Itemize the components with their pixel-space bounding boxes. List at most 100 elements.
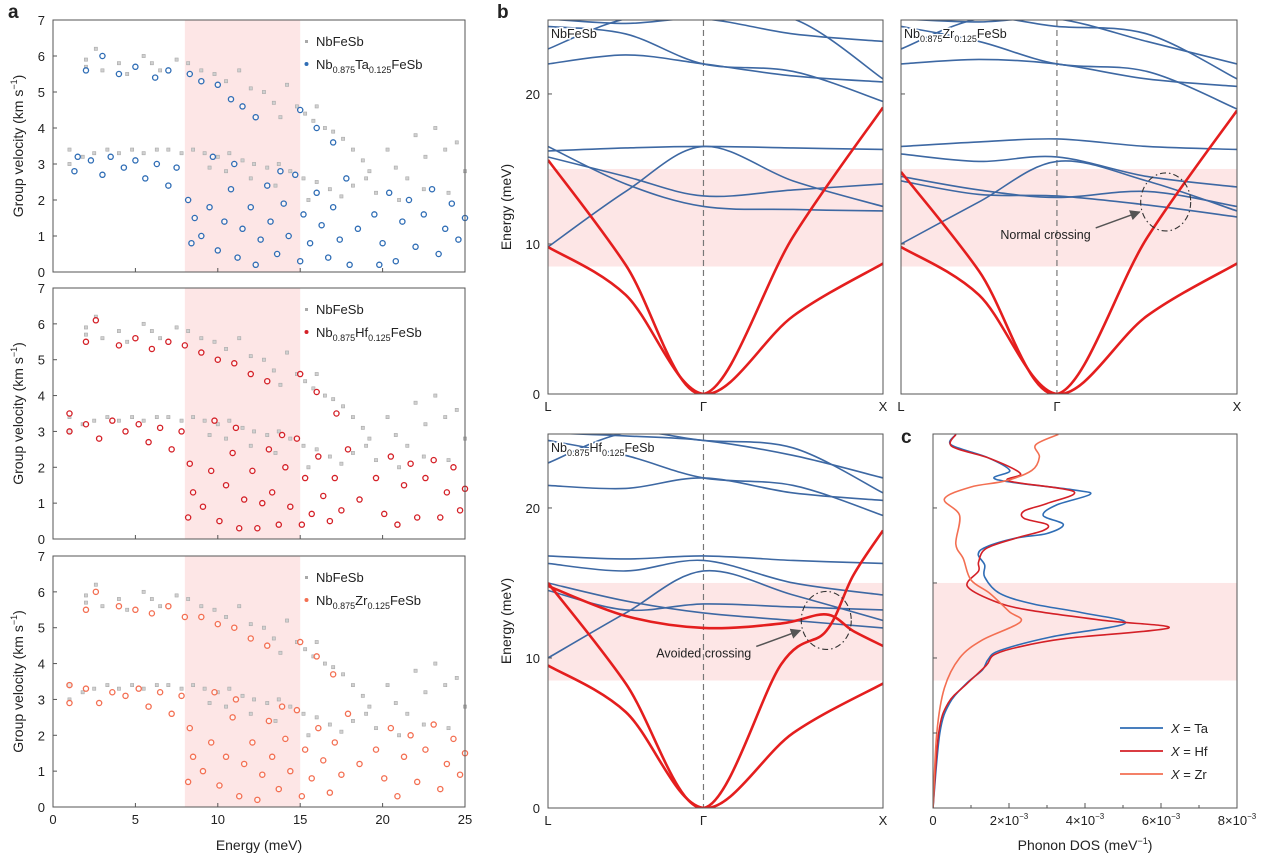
- scatter-point-nbfesb: [288, 436, 293, 441]
- x-tick-label: 20: [375, 812, 389, 827]
- y-axis-label: Group velocity (km s−1): [9, 610, 26, 753]
- scatter-point-nbfesb: [174, 57, 179, 62]
- scatter-point-nbfesb: [374, 726, 378, 731]
- scatter-point-zr: [66, 681, 73, 689]
- legend-label-nbfesb: NbFeSb: [316, 34, 364, 49]
- scatter-point-nbfesb: [397, 198, 401, 202]
- acoustic-band: [548, 664, 883, 808]
- scatter-point-nbfesb: [367, 169, 372, 174]
- scatter-point-zr: [263, 642, 271, 649]
- scatter-point-hf: [456, 507, 464, 514]
- scatter-point-ta: [324, 254, 332, 261]
- y-tick-label: 7: [38, 549, 45, 564]
- scatter-point-zr: [240, 760, 248, 768]
- scatter-point-ta: [206, 203, 213, 211]
- y-tick-label: 3: [38, 157, 45, 172]
- scatter-point-hf: [287, 503, 294, 510]
- scatter-point-nbfesb: [141, 686, 146, 691]
- y-axis-label-text: Group velocity (km s: [10, 357, 26, 485]
- scatter-point-ta: [252, 261, 259, 269]
- optical-band: [901, 153, 1237, 188]
- scatter-point-ta: [188, 239, 195, 247]
- x-tick-label: 15: [293, 812, 307, 827]
- scatter-point-ta: [87, 157, 95, 164]
- scatter-point-nbfesb: [393, 701, 398, 705]
- scatter-point-ta: [346, 261, 353, 269]
- scatter-point-nbfesb: [271, 100, 276, 105]
- legend-label-zr: X = Zr: [1170, 767, 1207, 782]
- scatter-point-zr: [156, 689, 164, 696]
- scatter-point-zr: [122, 692, 129, 700]
- x-axis-label: Phonon DOS (meV−1): [1018, 836, 1153, 853]
- scatter-point-nbfesb: [179, 686, 184, 691]
- y-tick-label: 7: [38, 13, 45, 28]
- scatter-point-zr: [338, 771, 345, 778]
- scatter-point-zr: [229, 714, 236, 721]
- scatter-point-zr: [198, 613, 205, 621]
- optical-band: [548, 589, 883, 612]
- scatter-point-nbfesb: [179, 418, 184, 423]
- scatter-point-hf: [165, 338, 172, 346]
- x-tick-label: 5: [132, 812, 139, 827]
- scatter-point-nbfesb: [84, 332, 88, 337]
- formula-part: Nb: [316, 593, 333, 608]
- scatter-point-hf: [95, 435, 103, 442]
- shaded-energy-range: [901, 168, 1237, 267]
- scatter-point-hf: [109, 417, 116, 424]
- scatter-point-nbfesb: [199, 336, 204, 341]
- scatter-point-nbfesb: [351, 147, 355, 152]
- y-tick-label: 0: [533, 387, 540, 402]
- scatter-point-hf: [186, 460, 194, 467]
- optical-band: [906, 20, 1237, 65]
- scatter-point-nbfesb: [262, 625, 266, 630]
- scatter-point-nbfesb: [224, 704, 228, 709]
- legend-element: = Hf: [1180, 744, 1208, 759]
- scatter-point-nbfesb: [405, 711, 410, 716]
- scatter-point-nbfesb: [262, 90, 266, 94]
- legend-label-hf: Nb0.875Hf0.125FeSb: [316, 325, 422, 343]
- scatter-point-nbfesb: [262, 357, 266, 362]
- tick-exponent: −3: [1019, 812, 1029, 821]
- scatter-point-nbfesb: [360, 158, 365, 163]
- scatter-point-zr: [168, 710, 175, 718]
- scatter-point-nbfesb: [306, 733, 311, 738]
- scatter-point-nbfesb: [125, 339, 130, 344]
- dos-curve-zr: [933, 434, 1059, 808]
- legend-marker-hf: [304, 330, 309, 334]
- scatter-point-zr: [181, 613, 189, 621]
- tick-exponent: −3: [1171, 812, 1181, 821]
- y-tick-label: 1: [38, 764, 45, 779]
- scatter-point-hf: [66, 410, 73, 417]
- scatter-point-nbfesb: [413, 133, 418, 138]
- scatter-point-nbfesb: [454, 140, 459, 145]
- scatter-point-zr: [387, 724, 395, 732]
- optical-band: [901, 160, 1237, 245]
- x-axis-label-tail: ): [1148, 837, 1153, 853]
- y-tick-label: 3: [38, 424, 45, 439]
- scatter-point-nbfesb: [141, 589, 146, 594]
- scatter-point-nbfesb: [285, 350, 289, 355]
- scatter-point-ta: [165, 182, 172, 189]
- scatter-point-nbfesb: [105, 147, 110, 152]
- legend-label-hf: X = Hf: [1170, 744, 1208, 759]
- scatter-point-zr: [115, 602, 123, 610]
- scatter-point-hf: [338, 507, 345, 514]
- optical-band: [901, 58, 1237, 88]
- x-axis-label-sup: −1: [1137, 836, 1147, 846]
- k-point-label: Γ: [700, 813, 707, 828]
- crossing-circle: [800, 590, 852, 651]
- scatter-point-hf: [331, 474, 339, 482]
- scatter-point-hf: [214, 356, 222, 363]
- optical-band: [548, 145, 883, 248]
- formula-part: Nb: [316, 325, 333, 340]
- scatter-point-nbfesb: [341, 404, 345, 409]
- scatter-point-nbfesb: [224, 169, 228, 174]
- scatter-point-zr: [450, 735, 457, 743]
- optical-band: [901, 25, 1237, 110]
- scatter-point-zr: [329, 671, 337, 678]
- scatter-point-nbfesb: [92, 686, 97, 691]
- shaded-energy-range: [548, 168, 883, 267]
- formula-part: Zr: [943, 27, 955, 41]
- scatter-point-ta: [99, 52, 106, 60]
- scatter-point-zr: [301, 746, 309, 753]
